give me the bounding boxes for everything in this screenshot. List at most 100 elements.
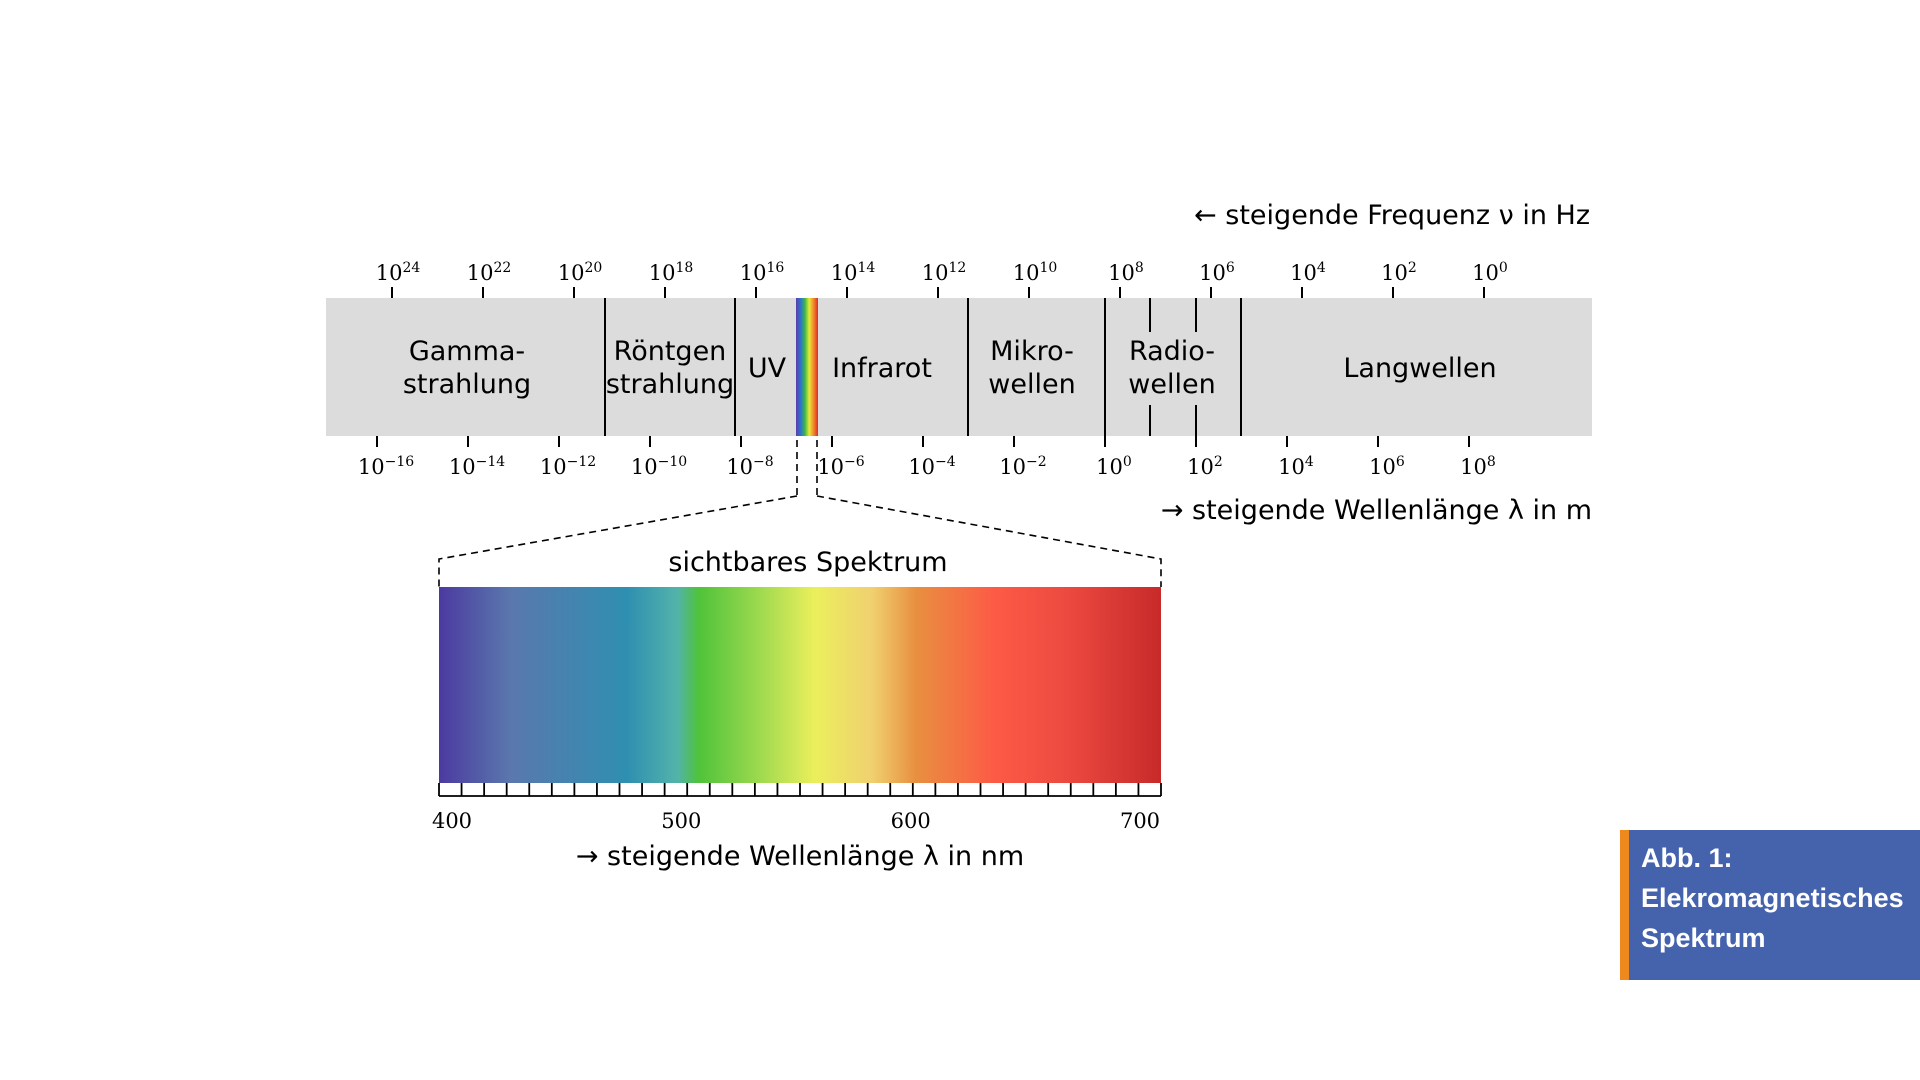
region-label-uv: UV (748, 353, 787, 384)
wavelength-tick-label-exponent: −2 (1026, 454, 1047, 470)
wavelength-tick-label-base: 10 (817, 455, 844, 479)
region-label-microwave: wellen (988, 369, 1075, 400)
frequency-tick-label-exponent: 10 (1039, 260, 1057, 276)
wavelength-tick-label-exponent: −14 (476, 454, 506, 470)
wavelength-tick-label: 104 (1278, 454, 1314, 479)
frequency-tick-label-base: 10 (1013, 261, 1040, 285)
frequency-tick-label-exponent: 18 (675, 260, 693, 276)
frequency-tick-label: 1020 (558, 260, 603, 285)
caption-line-3: Spektrum (1641, 923, 1766, 953)
region-boundaries (604, 298, 1242, 436)
wavelength-ticks: 10−16 10−14 10−12 10−10 10−8 10−6 10−4 10−2 100 1… (358, 436, 1496, 479)
wavelength-tick-label-base: 10 (540, 455, 567, 479)
visible-axis-label: → steigende Wellenlänge λ in nm (576, 841, 1024, 872)
visible-tick-label: 500 (661, 809, 701, 833)
visible-spectrum-title: sichtbares Spektrum (668, 547, 947, 578)
wavelength-axis-label: → steigende Wellenlänge λ in m (1161, 495, 1592, 526)
frequency-tick-label-base: 10 (558, 261, 585, 285)
wavelength-tick-label-base: 10 (1187, 455, 1214, 479)
frequency-tick-label-exponent: 16 (766, 260, 784, 276)
frequency-tick-label: 1024 (376, 260, 421, 285)
wavelength-tick-label: 10−6 (817, 454, 864, 479)
frequency-tick-label-base: 10 (1290, 261, 1317, 285)
frequency-tick-label-base: 10 (649, 261, 676, 285)
frequency-tick-label-base: 10 (831, 261, 858, 285)
region-label-gamma: Gamma- (409, 336, 525, 367)
frequency-tick-label-exponent: 6 (1226, 260, 1235, 276)
wavelength-tick-label: 10−4 (908, 454, 955, 479)
wavelength-tick-label-exponent: 2 (1214, 454, 1223, 470)
wavelength-tick-label-base: 10 (999, 455, 1026, 479)
region-label-xray: strahlung (606, 369, 734, 400)
visible-spectrum-tick-labels: 400 500 600 700 (432, 809, 1160, 833)
frequency-tick-label-exponent: 0 (1499, 260, 1508, 276)
region-label-longwave: Langwellen (1343, 353, 1496, 384)
frequency-tick-label: 1018 (649, 260, 694, 285)
wavelength-tick-label: 10−12 (540, 454, 596, 479)
frequency-tick-label: 102 (1381, 260, 1417, 285)
wavelength-tick-label-exponent: −8 (753, 454, 774, 470)
visible-spectrum-bar (439, 587, 1161, 783)
region-label-microwave: Mikro- (990, 336, 1074, 367)
wavelength-tick-label-base: 10 (449, 455, 476, 479)
wavelength-tick-label: 108 (1460, 454, 1496, 479)
wavelength-tick-label-base: 10 (1460, 455, 1487, 479)
wavelength-tick-label-base: 10 (908, 455, 935, 479)
wavelength-tick-label-base: 10 (1369, 455, 1396, 479)
frequency-tick-label-base: 10 (922, 261, 949, 285)
wavelength-tick-label: 10−10 (631, 454, 687, 479)
frequency-tick-label-exponent: 24 (402, 260, 420, 276)
frequency-ticks: 1024 1022 1020 1018 1016 1014 1012 1010 108 106 10… (376, 260, 1508, 298)
region-label-gamma: strahlung (403, 369, 531, 400)
frequency-tick-label: 1012 (922, 260, 967, 285)
region-label-xray: Röntgen (614, 336, 727, 367)
wavelength-tick-label: 10−8 (726, 454, 773, 479)
wavelength-tick-label-exponent: 0 (1123, 454, 1132, 470)
frequency-tick-label-base: 10 (376, 261, 403, 285)
frequency-tick-label-base: 10 (1381, 261, 1408, 285)
wavelength-tick-label-base: 10 (1096, 455, 1123, 479)
wavelength-tick-label: 102 (1187, 454, 1223, 479)
frequency-tick-label: 1022 (467, 260, 512, 285)
wavelength-tick-label-exponent: −4 (935, 454, 956, 470)
visible-tick-label: 600 (891, 809, 931, 833)
frequency-tick-label-exponent: 4 (1317, 260, 1326, 276)
figure-caption: Abb. 1: Elekromagnetisches Spektrum (1620, 830, 1920, 980)
region-label-radio: Radio- (1129, 336, 1215, 367)
wavelength-tick-label-exponent: −12 (567, 454, 597, 470)
frequency-tick-label: 100 (1472, 260, 1508, 285)
frequency-tick-label-base: 10 (740, 261, 767, 285)
frequency-tick-label: 106 (1199, 260, 1235, 285)
wavelength-tick-label-base: 10 (631, 455, 658, 479)
frequency-tick-label: 1010 (1013, 260, 1058, 285)
frequency-tick-label-exponent: 20 (584, 260, 602, 276)
visible-tick-label: 700 (1120, 809, 1160, 833)
frequency-tick-label-base: 10 (467, 261, 494, 285)
wavelength-tick-label: 10−16 (358, 454, 414, 479)
region-label-infrared: Infrarot (832, 353, 932, 384)
wavelength-tick-label: 10−14 (449, 454, 505, 479)
frequency-tick-label-base: 10 (1199, 261, 1226, 285)
wavelength-tick-label-base: 10 (1278, 455, 1305, 479)
caption-line-2: Elekromagnetisches (1641, 883, 1904, 913)
wavelength-tick-label-exponent: −16 (385, 454, 415, 470)
visible-spectrum-ruler (438, 783, 1162, 797)
frequency-tick-label: 108 (1108, 260, 1144, 285)
wavelength-tick-label-exponent: −6 (844, 454, 865, 470)
wavelength-tick-label: 106 (1369, 454, 1405, 479)
frequency-tick-label-exponent: 22 (493, 260, 511, 276)
spectrum-band (326, 298, 1592, 436)
region-label-radio: wellen (1128, 369, 1215, 400)
zoom-connector (438, 440, 1162, 587)
wavelength-tick-label-base: 10 (726, 455, 753, 479)
frequency-tick-label-exponent: 8 (1135, 260, 1144, 276)
frequency-tick-label-base: 10 (1472, 261, 1499, 285)
visible-tick-label: 400 (432, 809, 472, 833)
frequency-tick-label-exponent: 2 (1408, 260, 1417, 276)
mini-visible-band (796, 298, 818, 436)
wavelength-tick-label: 100 (1096, 454, 1132, 479)
frequency-axis-label: ← steigende Frequenz ν in Hz (1194, 200, 1590, 231)
frequency-tick-label-base: 10 (1108, 261, 1135, 285)
